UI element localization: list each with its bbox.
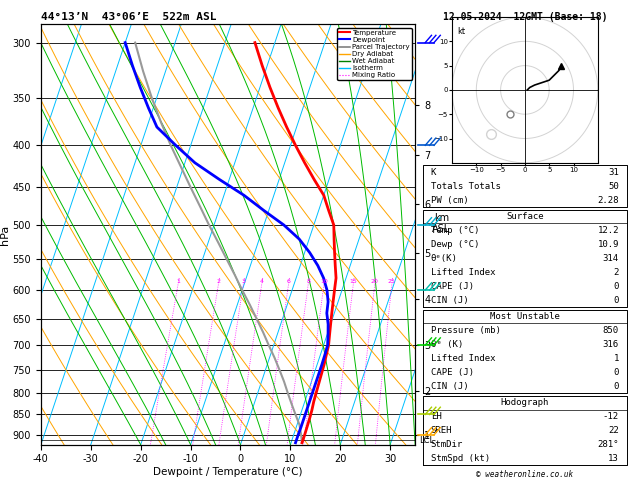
Legend: Temperature, Dewpoint, Parcel Trajectory, Dry Adiabat, Wet Adiabat, Isotherm, Mi: Temperature, Dewpoint, Parcel Trajectory… <box>337 28 411 80</box>
Text: θᵉ (K): θᵉ (K) <box>431 340 463 349</box>
Text: 50: 50 <box>608 182 619 191</box>
Text: 3: 3 <box>242 279 245 284</box>
Text: CAPE (J): CAPE (J) <box>431 368 474 377</box>
Text: 12.2: 12.2 <box>598 226 619 235</box>
Text: 0: 0 <box>613 368 619 377</box>
Text: 0: 0 <box>613 382 619 391</box>
Text: Pressure (mb): Pressure (mb) <box>431 326 501 335</box>
Y-axis label: hPa: hPa <box>0 225 10 244</box>
Text: SREH: SREH <box>431 426 452 435</box>
Text: 13: 13 <box>608 454 619 463</box>
Text: 15: 15 <box>350 279 357 284</box>
Text: 0: 0 <box>613 295 619 305</box>
Text: 281°: 281° <box>598 440 619 449</box>
Text: -12: -12 <box>603 412 619 421</box>
Text: 10.9: 10.9 <box>598 240 619 249</box>
Text: 2: 2 <box>613 268 619 277</box>
Text: PW (cm): PW (cm) <box>431 195 469 205</box>
Text: StmDir: StmDir <box>431 440 463 449</box>
Text: 0: 0 <box>613 282 619 291</box>
Text: 10: 10 <box>320 279 328 284</box>
Text: Temp (°C): Temp (°C) <box>431 226 479 235</box>
Text: Most Unstable: Most Unstable <box>490 312 560 321</box>
Text: 22: 22 <box>608 426 619 435</box>
Text: CAPE (J): CAPE (J) <box>431 282 474 291</box>
Text: 25: 25 <box>388 279 396 284</box>
Y-axis label: km
ASL: km ASL <box>432 213 450 235</box>
Text: θᵉ(K): θᵉ(K) <box>431 254 458 263</box>
Text: Hodograph: Hodograph <box>501 398 549 407</box>
Text: 12.05.2024  12GMT (Base: 18): 12.05.2024 12GMT (Base: 18) <box>443 12 607 22</box>
Text: LCL: LCL <box>419 435 434 445</box>
Text: 314: 314 <box>603 254 619 263</box>
Text: 1: 1 <box>176 279 180 284</box>
Text: Lifted Index: Lifted Index <box>431 354 496 363</box>
Text: EH: EH <box>431 412 442 421</box>
Text: K: K <box>431 168 437 177</box>
Text: 2: 2 <box>216 279 220 284</box>
Text: CIN (J): CIN (J) <box>431 295 469 305</box>
X-axis label: Dewpoint / Temperature (°C): Dewpoint / Temperature (°C) <box>153 467 303 477</box>
Text: CIN (J): CIN (J) <box>431 382 469 391</box>
Text: 316: 316 <box>603 340 619 349</box>
Text: 1: 1 <box>613 354 619 363</box>
Text: 4: 4 <box>260 279 264 284</box>
Text: Lifted Index: Lifted Index <box>431 268 496 277</box>
Text: 850: 850 <box>603 326 619 335</box>
Text: 31: 31 <box>608 168 619 177</box>
Text: 8: 8 <box>306 279 310 284</box>
Text: Totals Totals: Totals Totals <box>431 182 501 191</box>
Text: Dewp (°C): Dewp (°C) <box>431 240 479 249</box>
Text: 6: 6 <box>287 279 291 284</box>
Text: 2.28: 2.28 <box>598 195 619 205</box>
Text: 44°13’N  43°06’E  522m ASL: 44°13’N 43°06’E 522m ASL <box>41 12 216 22</box>
Text: Surface: Surface <box>506 212 543 221</box>
Text: 20: 20 <box>371 279 379 284</box>
Text: StmSpd (kt): StmSpd (kt) <box>431 454 490 463</box>
Text: © weatheronline.co.uk: © weatheronline.co.uk <box>476 470 574 479</box>
Text: kt: kt <box>457 27 465 36</box>
